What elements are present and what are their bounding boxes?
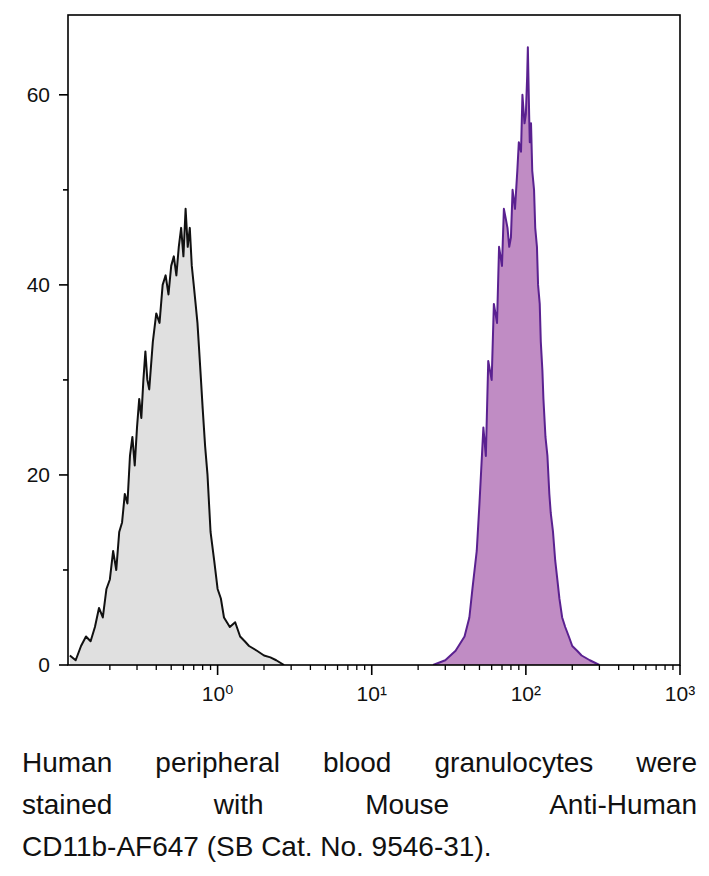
y-minor-tick	[63, 189, 68, 191]
x-minor-tick	[356, 665, 357, 670]
y-tick	[59, 474, 68, 476]
y-minor-tick	[63, 379, 68, 381]
caption-line: CD11b-AF647 (SB Cat. No. 9546-31).	[22, 826, 697, 868]
y-tick-label: 0	[38, 653, 50, 676]
x-minor-tick	[171, 665, 172, 670]
plot-frame	[68, 15, 680, 665]
x-minor-tick	[347, 665, 348, 670]
x-tick-label: 10¹	[357, 682, 387, 705]
x-tick-label: 10²	[511, 682, 541, 705]
x-minor-tick	[263, 665, 264, 670]
x-minor-tick	[202, 665, 203, 670]
x-tick-label: 10³	[665, 682, 695, 705]
area-fill	[70, 209, 284, 665]
x-minor-tick	[664, 665, 665, 670]
x-minor-tick	[364, 665, 365, 670]
y-tick	[59, 664, 68, 666]
y-tick	[59, 94, 68, 96]
x-minor-tick	[464, 665, 465, 670]
x-minor-tick	[572, 665, 573, 670]
x-minor-tick	[633, 665, 634, 670]
x-minor-tick	[310, 665, 311, 670]
caption-line: stained with Mouse Anti-Human	[22, 784, 697, 826]
x-minor-tick	[337, 665, 338, 670]
x-minor-tick	[491, 665, 492, 670]
x-minor-tick	[193, 665, 194, 670]
x-tick	[217, 665, 219, 675]
x-tick	[371, 665, 373, 675]
x-minor-tick	[518, 665, 519, 670]
x-minor-tick	[479, 665, 480, 670]
x-minor-tick	[325, 665, 326, 670]
x-minor-tick	[599, 665, 600, 670]
x-minor-tick	[210, 665, 211, 670]
x-tick	[679, 665, 681, 675]
plot-area	[70, 47, 600, 665]
x-minor-tick	[156, 665, 157, 670]
caption: Human peripheral blood granulocytes were…	[22, 742, 697, 868]
x-minor-tick	[510, 665, 511, 670]
x-minor-tick	[618, 665, 619, 670]
x-minor-tick	[109, 665, 110, 670]
x-minor-tick	[417, 665, 418, 670]
area-fill	[433, 47, 599, 665]
x-minor-tick	[655, 665, 656, 670]
y-tick-label: 40	[27, 273, 50, 296]
x-minor-tick	[672, 665, 673, 670]
histogram-outline	[433, 47, 599, 665]
x-minor-tick	[183, 665, 184, 670]
x-tick-label: 10⁰	[202, 682, 234, 705]
y-tick-label: 20	[27, 463, 50, 486]
chart: 0 20 40 60 10⁰ 10¹ 10² 10³	[0, 0, 709, 740]
x-minor-tick	[290, 665, 291, 670]
x-minor-tick	[501, 665, 502, 670]
x-minor-tick	[136, 665, 137, 670]
y-tick-label: 60	[27, 83, 50, 106]
histogram-outline	[70, 209, 284, 665]
y-minor-tick	[63, 569, 68, 571]
x-minor-tick	[445, 665, 446, 670]
y-tick	[59, 284, 68, 286]
x-minor-tick	[645, 665, 646, 670]
caption-line: Human peripheral blood granulocytes were	[22, 742, 697, 784]
x-tick	[525, 665, 527, 675]
